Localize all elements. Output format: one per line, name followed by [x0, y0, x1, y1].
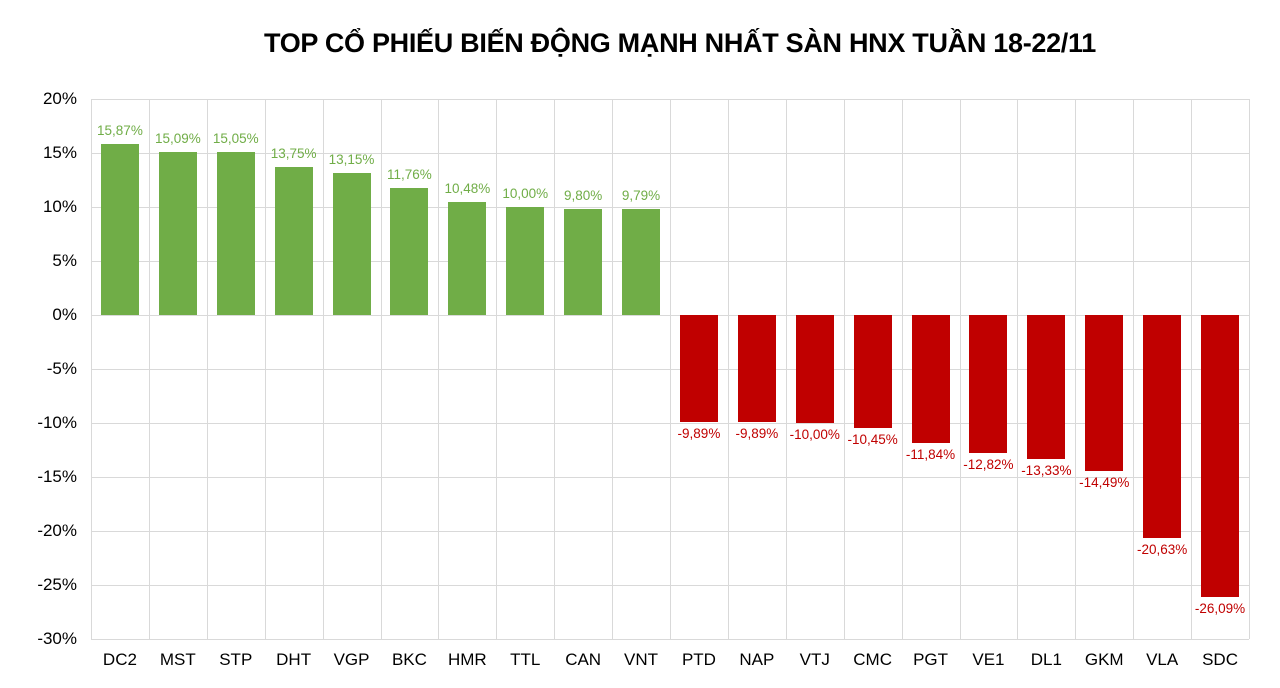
bar-dht — [274, 166, 313, 315]
y-tick-label: 20% — [42, 89, 77, 108]
bar-dc2 — [100, 143, 139, 315]
chart-title: TOP CỔ PHIẾU BIẾN ĐỘNG MẠNH NHẤT SÀN HNX… — [264, 28, 1096, 58]
gridline-vertical — [844, 99, 845, 639]
gridline-vertical — [786, 99, 787, 639]
data-label: 11,76% — [387, 166, 432, 182]
x-tick-label: VE1 — [972, 650, 1005, 669]
x-tick-label: VTJ — [799, 650, 830, 669]
bar-vtj — [795, 315, 834, 423]
y-tick-label: -10% — [37, 413, 77, 432]
y-tick-label: -25% — [37, 575, 77, 594]
bar-vgp — [332, 172, 371, 315]
data-label: -13,33% — [1021, 462, 1072, 478]
x-tick-label: CMC — [853, 650, 892, 669]
gridline-vertical — [902, 99, 903, 639]
x-tick-label: VNT — [624, 650, 659, 669]
bar-pgt — [911, 315, 950, 443]
plot-area: 15,87% 15,09% 15,05% 13,75% 13,15% 11,76% 10,4… — [91, 99, 1250, 640]
gridline-vertical — [323, 99, 324, 639]
gridline-vertical — [728, 99, 729, 639]
x-tick-label: BKC — [391, 650, 427, 669]
bar-gkm — [1085, 315, 1124, 472]
data-label: -14,49% — [1079, 475, 1130, 491]
x-tick-label: DHT — [276, 650, 312, 669]
data-label: 9,80% — [564, 188, 603, 204]
x-tick-label: SDC — [1202, 650, 1238, 669]
bar-bkc — [390, 187, 429, 315]
x-tick-label: MST — [159, 650, 196, 669]
gridline-horizontal — [91, 639, 1249, 640]
x-tick-label: STP — [219, 650, 253, 669]
data-label: 15,09% — [154, 131, 201, 147]
data-label: 13,15% — [328, 151, 375, 167]
gridline-vertical — [1075, 99, 1076, 639]
gridline-vertical — [207, 99, 208, 639]
bar-stp — [216, 152, 255, 315]
y-tick-label: 15% — [42, 143, 77, 162]
bar-hmr — [448, 201, 487, 315]
data-label: -12,82% — [963, 457, 1014, 473]
y-tick-label: 5% — [52, 251, 77, 270]
data-label: -20,63% — [1136, 541, 1188, 557]
gridline-vertical — [1017, 99, 1018, 639]
x-tick-label: TTL — [510, 650, 541, 669]
gridline-vertical — [612, 99, 613, 639]
gridline-vertical — [496, 99, 497, 639]
data-label: 10,00% — [502, 186, 549, 201]
gridline-vertical — [1249, 99, 1250, 639]
gridline-vertical — [960, 99, 961, 639]
data-label: -11,84% — [905, 446, 956, 462]
gridline-vertical — [1133, 99, 1134, 639]
y-tick-label: 10% — [42, 197, 77, 216]
bar-nap — [737, 315, 776, 422]
data-label: -10,00% — [789, 427, 840, 442]
x-tick-label: GKM — [1084, 650, 1124, 669]
bar-dl1 — [1027, 315, 1066, 459]
data-label: 13,75% — [270, 145, 317, 161]
y-tick-label: -30% — [37, 629, 77, 648]
data-label: -26,09% — [1194, 600, 1246, 616]
gridline-vertical — [149, 99, 150, 639]
x-tick-label: CAN — [565, 650, 602, 669]
data-label: 15,05% — [212, 131, 259, 147]
gridline-vertical — [91, 99, 92, 639]
x-tick-label: HMR — [447, 650, 487, 669]
x-tick-label: NAP — [739, 650, 775, 669]
data-label: -10,45% — [847, 431, 898, 447]
x-tick-label: PGT — [913, 650, 949, 669]
bar-ve1 — [969, 315, 1008, 454]
gridline-vertical — [265, 99, 266, 639]
bar-vnt — [622, 209, 661, 315]
gridline-vertical — [381, 99, 382, 639]
bar-ttl — [506, 207, 545, 315]
x-tick-label: PTD — [681, 650, 716, 669]
gridline-vertical — [670, 99, 671, 639]
gridline-vertical — [554, 99, 555, 639]
data-label: -9,89% — [735, 425, 779, 441]
y-tick-label: -15% — [37, 467, 77, 486]
y-tick-label: -20% — [37, 521, 77, 540]
bar-mst — [158, 152, 197, 315]
y-tick-label: 0% — [52, 305, 77, 324]
bar-ptd — [679, 315, 718, 422]
x-tick-label: DL1 — [1030, 650, 1062, 669]
x-tick-label: VGP — [333, 650, 370, 669]
x-tick-label: VLA — [1146, 650, 1179, 669]
gridline-vertical — [438, 99, 439, 639]
bar-sdc — [1201, 315, 1240, 597]
bar-can — [564, 209, 603, 315]
x-tick-label: DC2 — [102, 650, 137, 669]
gridline-vertical — [1191, 99, 1192, 639]
bar-vla — [1143, 315, 1182, 538]
data-label: -9,89% — [677, 425, 721, 441]
y-tick-label: -5% — [46, 359, 77, 378]
data-label: 9,79% — [621, 188, 661, 204]
bar-cmc — [853, 315, 892, 428]
data-label: 10,48% — [444, 180, 491, 196]
data-label: 15,87% — [97, 122, 143, 138]
